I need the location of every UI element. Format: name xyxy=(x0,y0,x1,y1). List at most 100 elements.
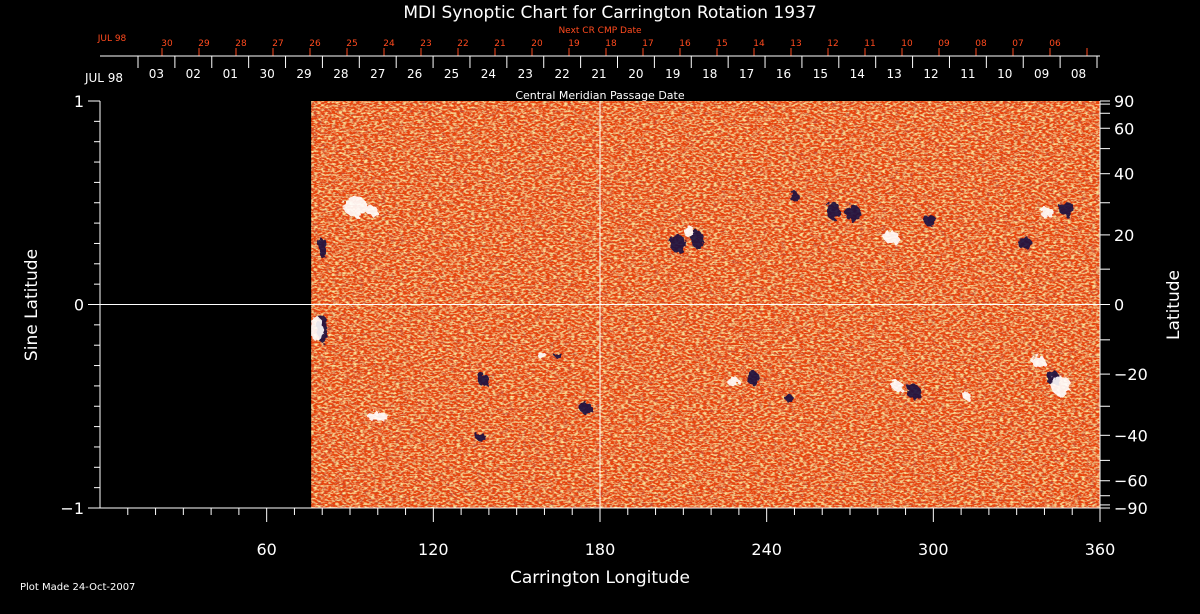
right-tick-label: −20 xyxy=(1114,365,1148,384)
top-axis-date: 20 xyxy=(628,67,643,81)
active-region-spot xyxy=(826,202,840,220)
top-axis-date: 16 xyxy=(776,67,791,81)
top-axis-date: 02 xyxy=(186,67,201,81)
active-region-spot xyxy=(691,230,703,248)
x-axis-label: Carrington Longitude xyxy=(510,568,690,588)
next-cr-date: 11 xyxy=(864,39,875,49)
active-region-spot xyxy=(884,231,900,243)
chart-title: MDI Synoptic Chart for Carrington Rotati… xyxy=(403,3,816,23)
next-cr-date: 23 xyxy=(420,39,431,49)
top-axis-date: 18 xyxy=(702,67,717,81)
left-tick-label: −1 xyxy=(60,499,84,518)
next-cr-date: 30 xyxy=(161,39,173,49)
right-tick-label: 20 xyxy=(1114,226,1134,245)
y-axis-right-label: Latitude xyxy=(1164,270,1184,340)
next-cr-date: 15 xyxy=(716,39,727,49)
active-region-spot xyxy=(477,374,489,386)
top-axis-date: 01 xyxy=(223,67,238,81)
active-region-spot xyxy=(344,197,368,217)
active-region-spot xyxy=(580,402,592,414)
right-tick-label: −60 xyxy=(1114,472,1148,491)
top-axis-date: 28 xyxy=(333,67,348,81)
bottom-axis-ticks: 60 120 180 240 300 360 xyxy=(128,508,1115,559)
top-axis-date: 12 xyxy=(923,67,938,81)
left-axis-ticks: 1 0 −1 xyxy=(60,92,100,518)
top-axis-date: 29 xyxy=(296,67,311,81)
x-tick-label: 60 xyxy=(256,540,276,559)
next-cr-date: 16 xyxy=(679,39,691,49)
active-region-spot xyxy=(785,394,793,402)
top-axis-date: 17 xyxy=(739,67,754,81)
active-region-spot xyxy=(1018,237,1032,249)
active-region-spot xyxy=(1059,202,1075,216)
left-tick-label: 1 xyxy=(74,92,84,111)
active-region-spot xyxy=(1041,207,1053,219)
active-region-spot xyxy=(727,377,739,387)
top-axis-date: 09 xyxy=(1034,67,1049,81)
next-cr-date: 13 xyxy=(790,39,801,49)
top-axis-month-label: JUL 98 xyxy=(84,71,123,85)
active-region-spot xyxy=(554,352,562,358)
active-region-spot xyxy=(1032,355,1046,367)
top-axis-date: 19 xyxy=(665,67,680,81)
right-tick-label: 0 xyxy=(1114,296,1124,315)
active-region-spot xyxy=(476,433,486,441)
top-axis-date: 15 xyxy=(813,67,828,81)
next-cr-date: 14 xyxy=(753,39,765,49)
next-cr-date: 17 xyxy=(642,39,653,49)
active-region-spot xyxy=(747,371,759,385)
right-tick-label: 60 xyxy=(1114,119,1134,138)
next-cr-date: 27 xyxy=(272,39,283,49)
right-axis-ticks: 90 60 40 20 0 −20 −40 −60 −90 xyxy=(1100,92,1148,518)
active-region-spot xyxy=(538,351,546,359)
next-cr-month-label: JUL 98 xyxy=(97,34,127,44)
next-cr-date: 29 xyxy=(198,39,210,49)
next-cr-date: 24 xyxy=(383,39,395,49)
next-cr-date: 28 xyxy=(235,39,247,49)
active-region-spot xyxy=(845,205,861,221)
active-region-spot xyxy=(310,317,324,341)
next-cr-axis-label: Next CR CMP Date xyxy=(558,26,642,36)
active-region-spot xyxy=(907,385,921,399)
right-tick-label: −90 xyxy=(1114,499,1148,518)
right-tick-label: 90 xyxy=(1114,92,1134,111)
next-cr-date: 07 xyxy=(1012,39,1023,49)
top-axis-date: 11 xyxy=(960,67,975,81)
active-region-spot xyxy=(1051,376,1071,396)
left-tick-label: 0 xyxy=(74,296,84,315)
y-axis-left-label: Sine Latitude xyxy=(22,249,42,361)
top-axis-date: 13 xyxy=(886,67,901,81)
top-axis-date: 03 xyxy=(149,67,164,81)
next-cr-date: 26 xyxy=(309,39,321,49)
top-axis-dates: 03 02 01 30 29 28 27 26 25 24 23 22 21 20 19 18 17 16 15 14… xyxy=(149,67,1086,81)
top-axis-date: 14 xyxy=(850,67,865,81)
active-region-spot xyxy=(925,215,937,227)
top-axis-date: 23 xyxy=(518,67,533,81)
top-axis-date: 25 xyxy=(444,67,459,81)
next-cr-date: 19 xyxy=(568,39,580,49)
next-cr-date: 22 xyxy=(457,39,468,49)
x-tick-label: 180 xyxy=(585,540,616,559)
active-region-spot xyxy=(789,192,799,202)
top-axis-date: 26 xyxy=(407,67,422,81)
active-region-spot xyxy=(318,238,326,258)
plot-area xyxy=(100,101,1100,508)
x-tick-label: 360 xyxy=(1085,540,1116,559)
top-axis-date: 21 xyxy=(591,67,606,81)
x-tick-label: 120 xyxy=(418,540,449,559)
top-axis-date: 24 xyxy=(481,67,496,81)
next-cr-date: 08 xyxy=(975,39,987,49)
top-axis-date: 22 xyxy=(555,67,570,81)
right-tick-label: −40 xyxy=(1114,426,1148,445)
active-region-spot xyxy=(366,206,378,216)
active-region-spot xyxy=(891,381,903,391)
next-cr-date: 25 xyxy=(346,39,357,49)
top-axis-ticks xyxy=(138,56,1097,68)
top-axis-date: 10 xyxy=(997,67,1012,81)
next-cr-date: 20 xyxy=(531,39,543,49)
active-region-spot xyxy=(670,234,686,252)
next-cr-date: 12 xyxy=(827,39,838,49)
active-region-spot xyxy=(963,392,971,400)
top-axis-date: 08 xyxy=(1071,67,1086,81)
